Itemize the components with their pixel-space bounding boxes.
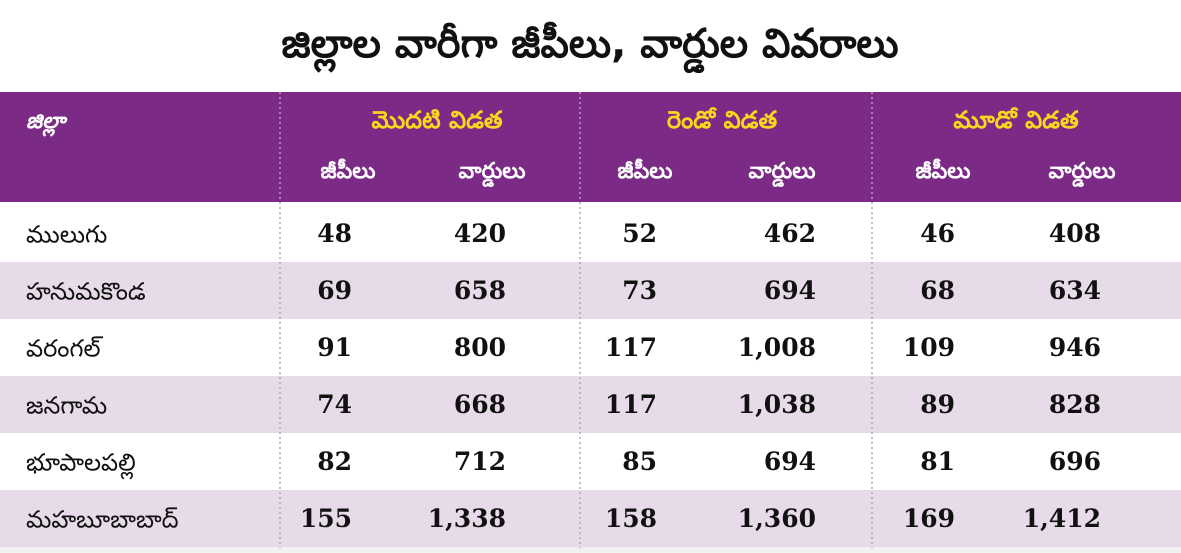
cell-value: 1,008: [738, 333, 816, 362]
cell-value: 712: [454, 447, 506, 476]
cell-value: 1,412: [1023, 504, 1101, 533]
cell-value: 85: [622, 447, 657, 476]
group-header: మొదటి విడత: [371, 106, 502, 134]
cell-value: 420: [454, 219, 506, 248]
row-background: [0, 205, 1181, 262]
cell-value: 694: [764, 276, 816, 305]
corner-header: జిల్లా: [26, 109, 68, 137]
district-name: జనగామ: [26, 392, 107, 420]
sub-header: వార్డులు: [749, 159, 816, 187]
cell-value: 117: [605, 333, 657, 362]
row-background: [0, 319, 1181, 376]
sub-header: జీపీలు: [321, 158, 376, 184]
cell-value: 46: [920, 219, 955, 248]
cell-value: 117: [605, 390, 657, 419]
district-name: మహబూబాబాద్: [26, 506, 179, 534]
cell-value: 696: [1049, 447, 1101, 476]
cell-value: 73: [622, 276, 657, 305]
district-name: వరంగల్: [26, 335, 103, 363]
cell-value: 800: [454, 333, 506, 362]
cell-value: 169: [903, 504, 955, 533]
cell-value: 694: [764, 447, 816, 476]
cell-value: 658: [454, 276, 506, 305]
district-name: హనుమకొండ: [26, 278, 146, 306]
cell-value: 946: [1049, 333, 1101, 362]
group-header: రెండో విడత: [667, 106, 778, 134]
row-background: [0, 490, 1181, 547]
bottom-strip: [0, 547, 1181, 553]
cell-value: 69: [317, 276, 352, 305]
sub-header: జీపీలు: [916, 158, 971, 184]
cell-value: 1,360: [738, 504, 816, 533]
cell-value: 1,038: [738, 390, 816, 419]
cell-value: 74: [317, 390, 352, 419]
district-name: భూపాలపల్లి: [26, 449, 136, 480]
sub-header: వార్డులు: [1049, 159, 1116, 187]
cell-value: 668: [454, 390, 506, 419]
cell-value: 48: [317, 219, 352, 248]
cell-value: 109: [903, 333, 955, 362]
cell-value: 462: [764, 219, 816, 248]
district-name: ములుగు: [26, 221, 107, 249]
cell-value: 634: [1049, 276, 1101, 305]
sub-header: వార్డులు: [459, 159, 526, 187]
group-header: మూడో విడత: [953, 106, 1079, 134]
row-background: [0, 376, 1181, 433]
cell-value: 1,338: [428, 504, 506, 533]
cell-value: 68: [920, 276, 955, 305]
cell-value: 91: [317, 333, 352, 362]
cell-value: 158: [605, 504, 657, 533]
cell-value: 81: [920, 447, 955, 476]
cell-value: 408: [1049, 219, 1101, 248]
sub-header: జీపీలు: [618, 158, 673, 184]
cell-value: 52: [622, 219, 657, 248]
title: జిల్లాల వారీగా జీపీలు, వార్డుల వివరాలు: [281, 21, 898, 74]
cell-value: 89: [920, 390, 955, 419]
row-background: [0, 262, 1181, 319]
cell-value: 155: [300, 504, 352, 533]
header-band: [0, 92, 1181, 202]
cell-value: 828: [1049, 390, 1101, 419]
row-background: [0, 433, 1181, 490]
cell-value: 82: [317, 447, 352, 476]
